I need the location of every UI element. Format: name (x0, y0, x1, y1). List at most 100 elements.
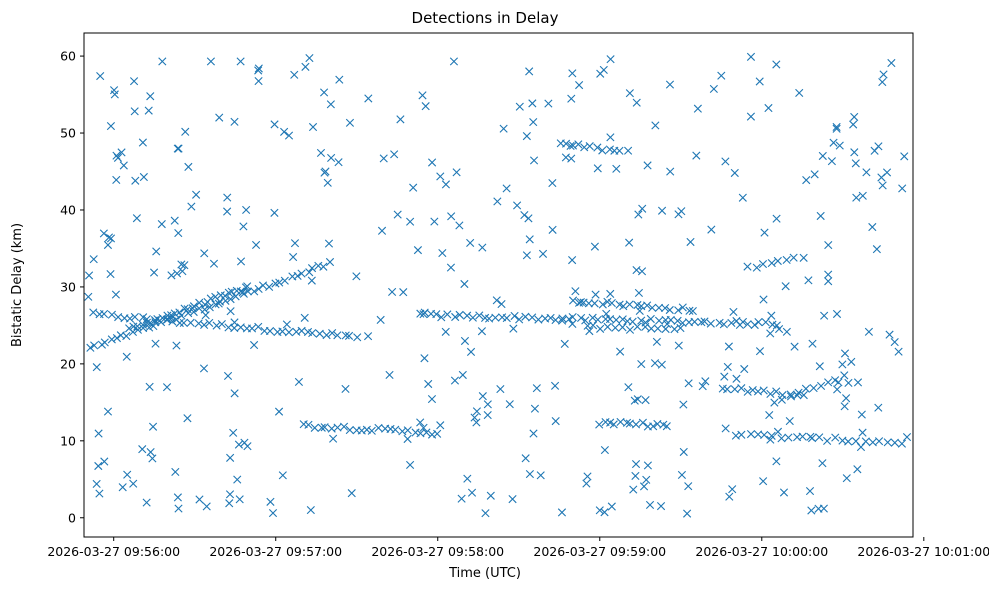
detection-marker (700, 317, 709, 326)
detection-marker (816, 211, 825, 221)
detection-marker (314, 261, 323, 270)
detection-marker (230, 389, 239, 398)
detection-marker (112, 151, 121, 160)
detection-marker (363, 332, 373, 341)
detection-marker (618, 323, 627, 332)
detection-marker (181, 127, 190, 136)
detection-marker (333, 331, 342, 340)
detection-marker (455, 310, 464, 319)
detection-marker (130, 107, 139, 116)
detection-marker (887, 58, 896, 68)
detection-marker (546, 313, 555, 323)
detection-marker (858, 428, 867, 437)
detection-marker (574, 140, 583, 149)
detection-marker (142, 315, 151, 324)
detection-marker (853, 465, 862, 474)
detection-marker (290, 70, 299, 79)
detection-marker (254, 66, 263, 75)
detection-marker (460, 336, 470, 346)
detection-marker (750, 320, 759, 330)
x-tick-label: 2026-03-27 10:00:00 (695, 544, 828, 559)
x-tick-label: 2026-03-27 09:56:00 (47, 544, 180, 559)
detection-marker (724, 342, 733, 351)
detection-marker (759, 386, 768, 395)
detection-marker (804, 276, 813, 285)
detection-marker (297, 326, 306, 335)
detection-marker (139, 172, 148, 182)
detection-marker (625, 238, 634, 247)
detection-marker (515, 102, 524, 111)
detection-marker (894, 347, 903, 356)
detection-marker (290, 239, 300, 248)
detection-marker (525, 235, 534, 244)
detection-marker (515, 315, 524, 324)
detection-marker (316, 148, 326, 157)
detection-marker (391, 425, 400, 434)
detection-marker (278, 327, 287, 336)
detection-marker (393, 210, 402, 219)
detection-marker (575, 81, 584, 90)
detection-marker (472, 418, 481, 427)
detection-marker (809, 383, 818, 393)
detection-marker (179, 318, 188, 328)
detection-marker (588, 313, 597, 322)
detection-marker (786, 392, 796, 401)
detection-marker (250, 340, 259, 350)
detection-marker (637, 316, 646, 325)
detection-marker (451, 312, 460, 322)
detection-marker (525, 469, 534, 479)
detection-marker (807, 506, 816, 515)
detection-marker (294, 377, 304, 386)
detection-marker (633, 395, 642, 404)
detection-marker (746, 430, 756, 439)
detection-marker (195, 298, 204, 307)
detection-marker (883, 438, 892, 447)
detection-marker (192, 190, 201, 199)
detection-marker (478, 392, 487, 401)
detection-marker (138, 445, 147, 454)
detection-marker (853, 378, 863, 387)
y-tick-label: 50 (60, 126, 76, 141)
y-axis: 0 10 20 30 40 50 60 (60, 49, 84, 525)
detection-marker (635, 306, 644, 316)
detection-marker (522, 251, 531, 260)
detection-marker (814, 504, 823, 513)
detection-marker (850, 112, 859, 122)
detection-marker (106, 269, 115, 279)
detection-marker (772, 457, 781, 466)
detection-marker (767, 311, 776, 320)
detection-marker (641, 322, 650, 332)
detection-marker (657, 360, 666, 369)
detection-marker (305, 268, 314, 277)
detection-marker (199, 364, 209, 373)
detection-marker (322, 331, 331, 340)
detection-marker (665, 80, 675, 89)
detection-marker (186, 318, 195, 327)
detection-marker (605, 145, 615, 154)
detection-marker (111, 290, 121, 299)
detection-marker (226, 307, 235, 316)
detection-marker (238, 288, 247, 297)
detection-marker (146, 448, 155, 457)
detection-marker (674, 341, 683, 350)
x-axis-label: Time (UTC) (448, 566, 521, 581)
detection-marker (840, 349, 850, 358)
detection-marker (258, 281, 268, 290)
detection-marker (823, 436, 832, 446)
detection-marker (798, 432, 807, 441)
detection-marker (785, 416, 794, 426)
detection-marker (436, 172, 445, 181)
detection-marker (743, 387, 752, 396)
detection-marker (385, 370, 394, 380)
detection-marker (100, 338, 109, 347)
detection-marker (441, 327, 450, 336)
detection-marker (648, 303, 657, 312)
y-tick-label: 30 (60, 279, 76, 294)
detection-marker (187, 202, 196, 211)
detection-marker (297, 269, 306, 278)
detection-marker (625, 300, 634, 309)
detection-marker (618, 315, 627, 324)
detection-marker (815, 362, 824, 371)
detection-marker (609, 420, 618, 429)
detection-marker (651, 121, 660, 130)
